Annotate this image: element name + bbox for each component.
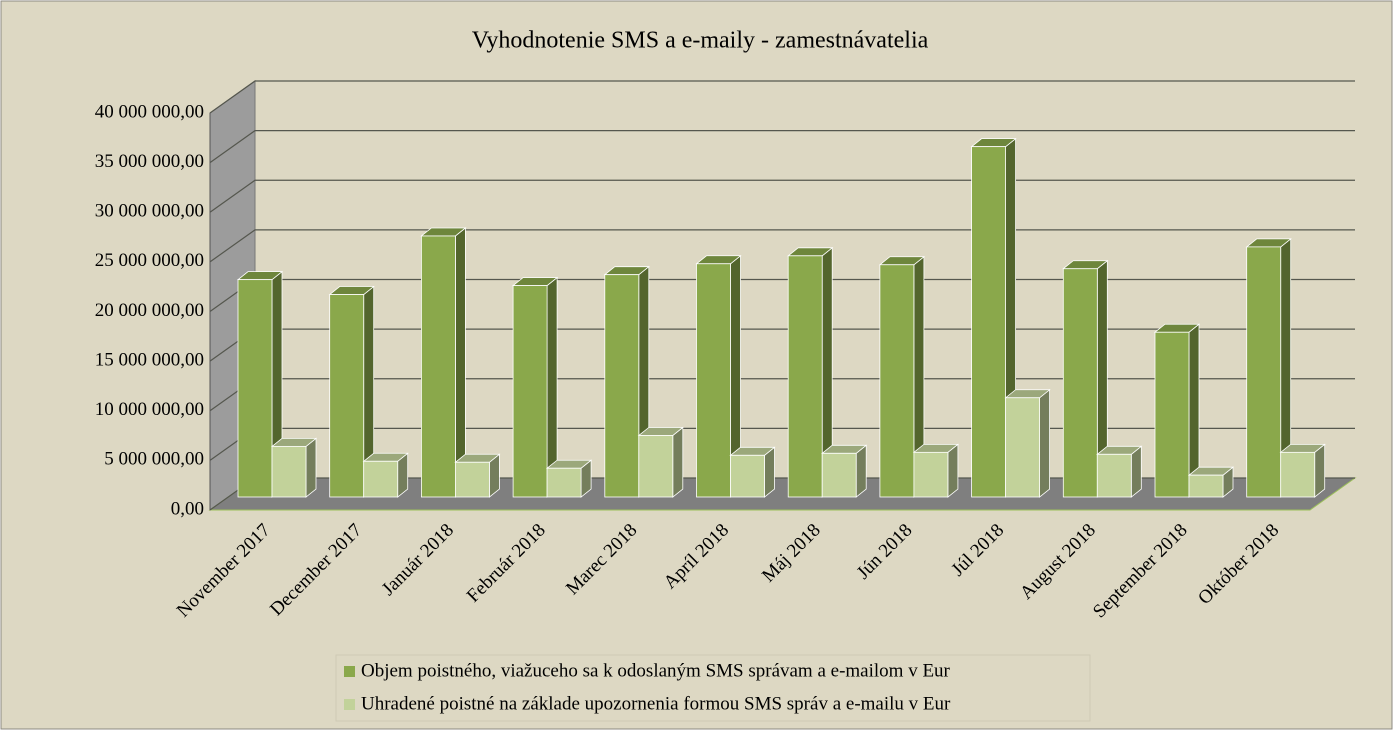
bar [1005,397,1040,498]
bar-side [1130,445,1142,498]
legend-label: Uhradené poistné na základe upozornenia … [361,693,951,714]
bar [271,445,307,498]
bar-side [855,444,867,498]
y-tick-label: 15 000 000,00 [95,349,204,370]
bar [454,461,490,498]
bar [879,264,915,498]
bar [787,255,823,498]
bar [971,146,1006,498]
bar [638,435,674,498]
bar [363,460,399,498]
bar [730,454,765,498]
y-tick-label: 30 000 000,00 [95,201,204,222]
bar [512,285,548,498]
y-tick-label: 25 000 000,00 [95,250,204,271]
grid-line [209,80,1355,114]
bar [1246,246,1282,498]
bar [821,452,857,498]
bar [696,263,731,498]
bar [913,451,949,498]
bar-side [764,446,775,498]
bar-side [1314,443,1326,498]
bar [1188,474,1224,498]
bar [329,294,365,498]
bar [1280,451,1316,498]
legend [335,654,1091,722]
legend-swatch [344,699,355,710]
legend-swatch [344,666,355,677]
bar-side [947,443,959,498]
bar [1062,268,1098,498]
bar [1096,453,1132,498]
bar [546,467,582,498]
bar-side [305,437,317,498]
chart-title: Vyhodnotenie SMS a e-maily - zamestnávat… [472,28,929,54]
bar [237,279,273,498]
grid-line [209,130,1355,164]
y-tick-label: 5 000 000,00 [104,449,204,470]
bar-side [672,426,684,498]
bar [420,235,456,498]
bar [1154,331,1190,498]
y-tick-label: 0,00 [171,498,204,519]
legend-label: Objem poistného, viažuceho sa k odoslaný… [361,660,951,681]
y-tick-label: 10 000 000,00 [95,399,204,420]
bar [604,274,640,498]
y-tick-label: 35 000 000,00 [95,151,204,172]
y-tick-label: 20 000 000,00 [95,300,204,321]
bar-side [1039,388,1050,498]
y-tick-label: 40 000 000,00 [95,101,204,122]
